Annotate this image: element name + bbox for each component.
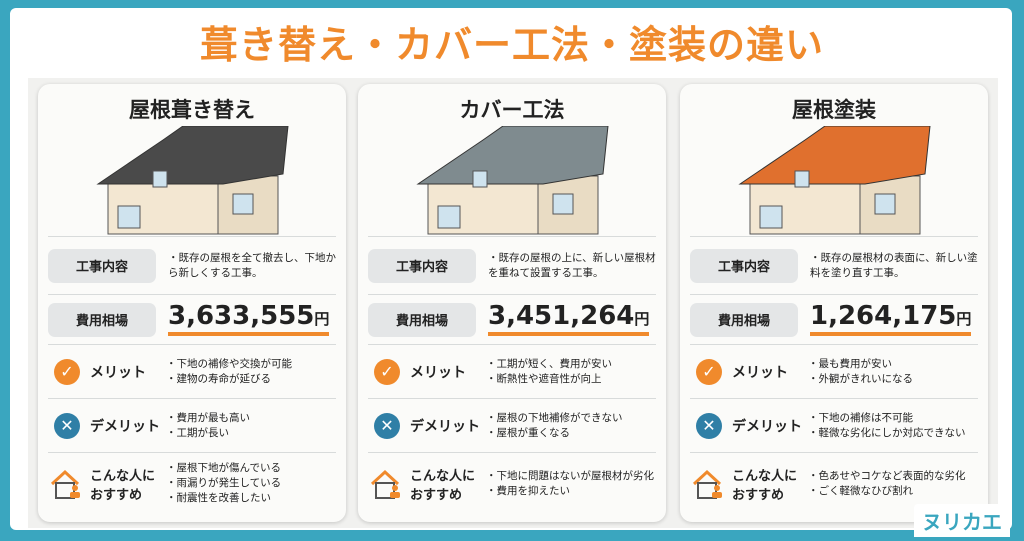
card-title: 屋根葺き替え bbox=[129, 98, 255, 122]
card-1: 屋根葺き替え 工事内容 ・既存の屋根を全て撤去し、下地から新しくする工事。 費用… bbox=[38, 84, 346, 522]
price-amount: 1,264,175 bbox=[810, 301, 957, 331]
demerit-row: ✕ デメリット ・費用が最も高い ・工期が長い bbox=[48, 398, 336, 452]
demerits-item: ・工期が長い bbox=[166, 426, 229, 439]
demerit-label: デメリット bbox=[90, 418, 160, 435]
house-illustration bbox=[416, 126, 609, 235]
demerit-list: ・下地の補修は不可能・軽微な劣化にしか対応できない bbox=[808, 411, 966, 441]
recommend-item: ・屋根下地が傷んでいる bbox=[166, 462, 281, 474]
cross-icon: ✕ bbox=[696, 412, 722, 439]
demerit-row: ✕ デメリット ・下地の補修は不可能・軽微な劣化にしか対応できない bbox=[690, 398, 978, 452]
cost-row: 費用相場 3,633,555円 bbox=[48, 294, 336, 344]
merits-item: ・外観がきれいになる bbox=[808, 372, 913, 385]
house-illustration bbox=[96, 126, 289, 235]
demerits-item: ・屋根が重くなる bbox=[486, 426, 570, 439]
house-person-icon bbox=[692, 469, 722, 499]
merit-row: ✓ メリット ・最も費用が安い・外観がきれいになる bbox=[690, 344, 978, 398]
work-description: ・既存の屋根を全て撤去し、下地から新しくする工事。 bbox=[168, 251, 336, 279]
merit-label: メリット bbox=[410, 364, 466, 381]
recommend-label: こんな人に おすすめ bbox=[732, 468, 798, 503]
work-description: ・既存の屋根の上に、新しい屋根材を重ねて設置する工事。 bbox=[488, 251, 656, 279]
work-description: ・既存の屋根材の表面に、新しい塗料を塗り直す工事。 bbox=[810, 251, 978, 279]
cross-icon: ✕ bbox=[54, 412, 80, 439]
merits-item: ・断熱性や遮音性が向上 bbox=[486, 372, 602, 385]
price-amount: 3,451,264 bbox=[488, 301, 635, 331]
demerits-item: ・下地の補修は不可能 bbox=[808, 411, 913, 424]
work-label: 工事内容 bbox=[48, 248, 156, 283]
yen-unit: 円 bbox=[314, 310, 330, 328]
merits-item: ・最も費用が安い bbox=[808, 357, 892, 370]
demerit-label: デメリット bbox=[410, 418, 480, 435]
card-title: カバー工法 bbox=[459, 98, 565, 122]
cost-value: 1,264,175円 bbox=[810, 301, 972, 336]
demerits-item: ・費用が最も高い bbox=[166, 411, 250, 424]
merit-label: メリット bbox=[90, 364, 146, 381]
work-row: 工事内容 ・既存の屋根材の表面に、新しい塗料を塗り直す工事。 bbox=[690, 236, 978, 294]
merit-list: ・工期が短く、費用が安い ・断熱性や遮音性が向上 bbox=[486, 357, 612, 387]
recommend-row: こんな人に おすすめ ・下地に問題はないが屋根材が劣化 ・費用を抑えたい bbox=[368, 452, 656, 514]
page-title: 葺き替え・カバー工法・塗装の違い bbox=[199, 23, 824, 67]
recommend-item: ・下地に問題はないが屋根材が劣化 bbox=[486, 469, 654, 482]
work-row: 工事内容 ・既存の屋根を全て撤去し、下地から新しくする工事。 bbox=[48, 236, 336, 294]
check-icon: ✓ bbox=[374, 358, 400, 385]
demerits-item: ・軽微な劣化にしか対応できない bbox=[808, 426, 966, 439]
recommend-item: ・雨漏りが発生している bbox=[166, 477, 282, 489]
recommend-label: こんな人に おすすめ bbox=[410, 468, 476, 503]
merits-item: ・下地の補修や交換が可能 bbox=[166, 357, 292, 370]
cost-row: 費用相場 3,451,264円 bbox=[368, 294, 656, 344]
recommend-item: ・ごく軽微なひび割れ bbox=[808, 484, 913, 497]
cost-label: 費用相場 bbox=[368, 302, 476, 337]
merit-label: メリット bbox=[732, 364, 788, 381]
cost-value: 3,633,555円 bbox=[168, 301, 330, 336]
work-label: 工事内容 bbox=[690, 248, 798, 283]
cost-value: 3,451,264円 bbox=[488, 301, 650, 336]
demerit-list: ・費用が最も高い ・工期が長い bbox=[166, 411, 250, 441]
price-amount: 3,633,555 bbox=[168, 301, 315, 331]
recommend-list: ・色あせやコケなど表面的な劣化 ・ごく軽微なひび割れ bbox=[808, 469, 966, 499]
work-label: 工事内容 bbox=[368, 248, 476, 283]
merit-row: ✓ メリット ・工期が短く、費用が安い ・断熱性や遮音性が向上 bbox=[368, 344, 656, 398]
merits-item: ・工期が短く、費用が安い bbox=[486, 357, 612, 370]
check-icon: ✓ bbox=[696, 358, 722, 385]
card-title: 屋根塗装 bbox=[792, 98, 876, 122]
card-3: 屋根塗装 工事内容 ・既存の屋根材の表面に、新しい塗料を塗り直す工事。 費用相場… bbox=[680, 84, 988, 522]
recommend-label: こんな人に おすすめ bbox=[90, 468, 156, 503]
card-2: カバー工法 工事内容 ・既存の屋根の上に、新しい屋根材を重ねて設置する工事。 費… bbox=[358, 84, 666, 522]
cost-label: 費用相場 bbox=[690, 302, 798, 337]
brand-logo: ヌリカエ bbox=[914, 504, 1010, 537]
recommend-item: ・費用を抑えたい bbox=[486, 484, 570, 497]
recommend-item: ・色あせやコケなど表面的な劣化 bbox=[808, 469, 966, 482]
house-person-icon bbox=[370, 469, 400, 499]
demerits-item: ・屋根の下地補修ができない bbox=[486, 411, 623, 424]
recommend-list: ・下地に問題はないが屋根材が劣化 ・費用を抑えたい bbox=[486, 469, 654, 499]
recommend-row: こんな人に おすすめ ・屋根下地が傷んでいる ・雨漏りが発生している ・耐震性を改善… bbox=[48, 452, 336, 514]
recommend-list: ・屋根下地が傷んでいる ・雨漏りが発生している ・耐震性を改善したい bbox=[166, 461, 281, 506]
merit-list: ・最も費用が安い・外観がきれいになる bbox=[808, 357, 913, 387]
check-icon: ✓ bbox=[54, 358, 80, 385]
merit-row: ✓ メリット ・下地の補修や交換が可能 ・建物の寿命が延びる bbox=[48, 344, 336, 398]
yen-unit: 円 bbox=[956, 310, 972, 328]
demerit-label: デメリット bbox=[732, 418, 802, 435]
cost-row: 費用相場 1,264,175円 bbox=[690, 294, 978, 344]
house-person-icon bbox=[50, 469, 80, 499]
merits-item: ・建物の寿命が延びる bbox=[166, 372, 271, 385]
work-row: 工事内容 ・既存の屋根の上に、新しい屋根材を重ねて設置する工事。 bbox=[368, 236, 656, 294]
recommend-row: こんな人に おすすめ ・色あせやコケなど表面的な劣化 ・ごく軽微なひび割れ bbox=[690, 452, 978, 514]
yen-unit: 円 bbox=[634, 310, 650, 328]
demerit-row: ✕ デメリット ・屋根の下地補修ができない ・屋根が重くなる bbox=[368, 398, 656, 452]
cost-label: 費用相場 bbox=[48, 302, 156, 337]
cross-icon: ✕ bbox=[374, 412, 400, 439]
recommend-item: ・耐震性を改善したい bbox=[166, 492, 271, 504]
house-illustration bbox=[738, 126, 931, 235]
merit-list: ・下地の補修や交換が可能 ・建物の寿命が延びる bbox=[166, 357, 292, 387]
demerit-list: ・屋根の下地補修ができない ・屋根が重くなる bbox=[486, 411, 623, 441]
